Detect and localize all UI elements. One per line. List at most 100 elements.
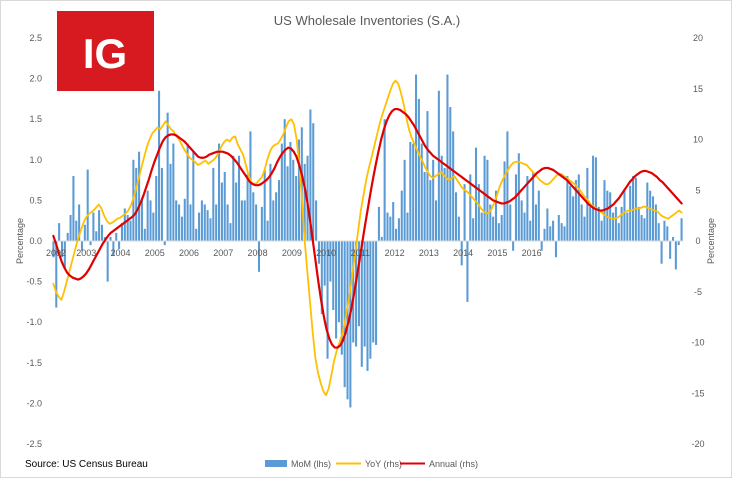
bar-mom: [309, 109, 312, 242]
x-tick-label: 2009: [282, 248, 302, 258]
x-tick-label: 2004: [111, 248, 131, 258]
bar-mom: [277, 180, 281, 241]
bar-mom: [520, 200, 523, 241]
bar-mom: [335, 241, 338, 339]
bar-mom: [212, 167, 215, 241]
bar-mom: [680, 218, 683, 241]
bar-mom: [206, 210, 209, 241]
right-tick-label: 5: [695, 185, 700, 195]
bar-mom: [243, 200, 246, 241]
left-tick-label: 1.0: [29, 155, 42, 165]
bar-mom: [55, 241, 58, 308]
right-tick-label: 20: [693, 33, 703, 43]
bar-mom: [612, 212, 615, 241]
bar-mom: [343, 241, 346, 388]
bar-mom: [626, 212, 629, 241]
bar-mom: [363, 241, 366, 347]
bar-mom: [620, 206, 623, 241]
bar-mom: [129, 220, 132, 241]
legend-label-mom: MoM (lhs): [291, 459, 331, 469]
right-tick-label: -5: [694, 287, 702, 297]
bar-mom: [220, 182, 223, 241]
bar-mom: [629, 185, 632, 241]
bar-mom: [135, 167, 138, 241]
bar-mom: [671, 236, 675, 241]
bar-mom: [589, 206, 592, 241]
bar-mom: [155, 176, 158, 241]
bar-mom: [517, 153, 520, 241]
bar-mom: [332, 241, 335, 311]
bar-mom: [329, 241, 332, 282]
bar-mom: [72, 176, 75, 241]
bar-mom: [126, 215, 129, 241]
bar-mom: [295, 176, 298, 241]
bar-mom: [303, 163, 306, 241]
logo-background: [57, 11, 154, 91]
bar-mom: [260, 206, 263, 241]
bar-mom: [583, 216, 586, 241]
bar-mom: [483, 155, 486, 241]
bar-mom: [112, 241, 115, 256]
bar-mom: [203, 204, 206, 241]
bar-mom: [192, 151, 195, 241]
bar-mom: [651, 196, 655, 241]
bar-mom: [292, 159, 295, 241]
bar-mom: [523, 212, 526, 241]
bar-mom: [143, 228, 146, 241]
bar-mom: [469, 174, 472, 241]
x-tick-label: 2007: [213, 248, 233, 258]
bar-mom: [223, 171, 226, 241]
bar-mom: [643, 218, 646, 241]
bar-mom: [435, 200, 438, 241]
bar-mom: [183, 198, 186, 241]
bar-mom: [346, 241, 349, 400]
bar-mom: [540, 241, 543, 251]
bar-mom: [437, 90, 440, 241]
bar-mom: [486, 159, 489, 241]
bar-mom: [666, 226, 669, 241]
bar-mom: [320, 241, 323, 315]
line-annual: [52, 107, 683, 349]
bar-mom: [266, 220, 269, 241]
bar-mom: [92, 212, 95, 241]
bar-mom: [497, 223, 500, 241]
bar-mom: [280, 143, 283, 241]
bar-mom: [289, 141, 292, 241]
left-tick-label: 0.5: [29, 195, 42, 205]
bar-mom: [660, 241, 663, 264]
x-tick-label: 2016: [522, 248, 542, 258]
bar-mom: [158, 90, 161, 241]
bar-mom: [489, 204, 492, 241]
bar-mom: [506, 131, 509, 241]
left-tick-label: 2.5: [29, 33, 42, 43]
bar-mom: [80, 241, 84, 251]
bar-mom: [152, 212, 155, 241]
bar-mom: [449, 107, 452, 242]
x-tick-label: 2013: [419, 248, 439, 258]
bar-mom: [52, 241, 55, 258]
right-tick-label: 15: [693, 84, 703, 94]
x-tick-label: 2011: [351, 248, 370, 258]
bar-mom: [426, 111, 429, 241]
bar-mom: [532, 171, 535, 241]
x-tick-label: 2008: [248, 248, 268, 258]
bar-mom: [195, 228, 198, 241]
chart-title: US Wholesale Inventories (S.A.): [274, 13, 460, 28]
bar-mom: [180, 216, 183, 241]
bar-mom: [58, 223, 61, 241]
bar-mom: [597, 206, 600, 241]
left-tick-label: 0.0: [29, 236, 42, 246]
bar-mom: [677, 241, 680, 246]
bar-mom: [286, 166, 289, 241]
bar-mom: [674, 241, 677, 270]
bar-mom: [115, 232, 118, 241]
bar-mom: [429, 180, 432, 241]
right-tick-label: -10: [691, 338, 704, 348]
bar-mom: [580, 204, 583, 241]
bar-mom: [534, 204, 537, 241]
bar-mom: [609, 192, 612, 241]
bar-mom: [417, 98, 420, 242]
x-tick-label: 2005: [145, 248, 165, 258]
bar-mom: [409, 141, 412, 241]
bar-mom: [323, 241, 326, 286]
